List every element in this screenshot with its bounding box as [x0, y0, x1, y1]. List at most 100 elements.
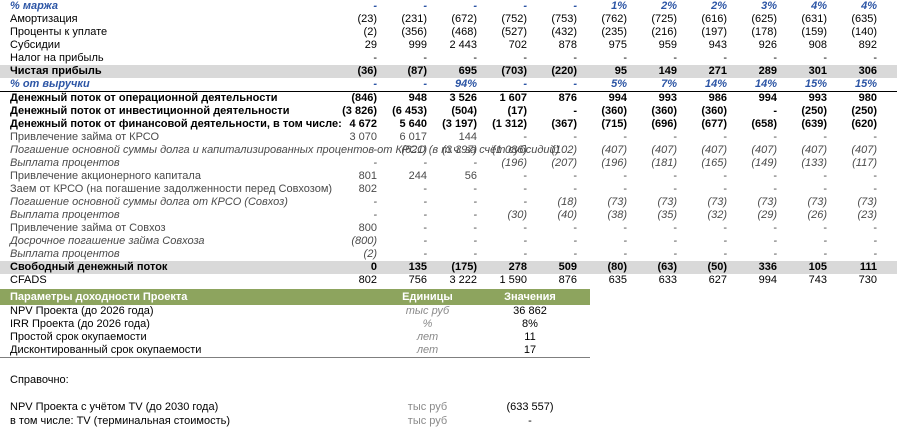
cell-value: 1 590: [499, 274, 527, 286]
table-row: Дисконтированный срок окупаемости лет 17: [0, 344, 590, 358]
cell-value: (715): [601, 118, 627, 130]
cell-value: 144: [458, 131, 477, 143]
cell-value: (407): [601, 144, 627, 156]
cell-value: -: [423, 183, 427, 195]
table-row: Проценты к уплате (2) (356) (468) (527) (432)…: [0, 26, 897, 39]
cell-value: (159): [801, 26, 827, 38]
table-row: Заем от КРСО (на погашение задолженности…: [0, 183, 897, 196]
row-label: NPV Проекта (до 2026 года): [10, 305, 154, 317]
row-label: Привлечение акционерного капитала: [10, 170, 201, 182]
cell-value: (73): [807, 196, 827, 208]
cell-value: (360): [651, 105, 677, 117]
cell-value: -: [773, 170, 777, 182]
cell-value: 306: [830, 65, 880, 78]
cell-value: (26): [807, 209, 827, 221]
row-spacer: [880, 105, 897, 118]
row-spacer: [880, 118, 897, 131]
cell-value: 959: [658, 39, 677, 51]
cell-value: 876: [558, 274, 577, 286]
cell-value: -: [523, 196, 527, 208]
table-row: Выплата процентов (2) - - - - - - - - - -: [0, 248, 897, 261]
table-row: Погашение основной суммы долга и капитал…: [0, 144, 897, 157]
cell-value: -: [773, 248, 777, 260]
cell-value: -: [723, 248, 727, 260]
cell-value: -: [623, 131, 627, 143]
cell-value: (631): [801, 13, 827, 25]
row-spacer: [880, 261, 897, 274]
row-label: Дисконтированный срок окупаемости: [0, 344, 385, 358]
cell-value: (220): [530, 65, 580, 78]
row-spacer: [880, 274, 897, 287]
cell-value: -: [723, 235, 727, 247]
row-label: Чистая прибыль: [0, 65, 330, 78]
cell-value: -: [573, 235, 577, 247]
cell-value: 994: [730, 91, 780, 105]
cell-value: 6 017: [399, 131, 427, 143]
cell-value: -: [673, 248, 677, 260]
cell-value: (197): [701, 26, 727, 38]
table-row: Налог на прибыль - - - - - - - - - - -: [0, 52, 897, 65]
cell-value: (231): [401, 13, 427, 25]
cell-value: (23): [857, 209, 877, 221]
cell-value: 802: [358, 274, 377, 286]
cell-value: (762): [601, 13, 627, 25]
cell-value: 509: [530, 261, 580, 274]
row-label: Выплата процентов: [10, 157, 120, 169]
cell-value: 878: [558, 39, 577, 51]
cell-value: -: [523, 170, 527, 182]
cell-value: (216): [651, 26, 677, 38]
cell-value: -: [473, 209, 477, 221]
cell-value: -: [823, 222, 827, 234]
cell-value: -: [573, 105, 577, 117]
cell-value: 627: [708, 274, 727, 286]
row-spacer: [880, 248, 897, 261]
row-spacer: [880, 78, 897, 92]
row-label: Налог на прибыль: [10, 52, 104, 64]
cell-value: -: [723, 183, 727, 195]
table-row: Привлечение акционерного капитала 801 244 5…: [0, 170, 897, 183]
row-label: Привлечение займа от КРСО: [10, 131, 160, 143]
cell-value: 244: [408, 170, 427, 182]
cell-value: (625): [751, 13, 777, 25]
cell-value: -: [523, 78, 527, 90]
cell-value: -: [473, 235, 477, 247]
cell-value: -: [573, 131, 577, 143]
cell-value: -: [873, 52, 877, 64]
cell-value: 743: [808, 274, 827, 286]
cell-value: 14%: [754, 78, 777, 90]
cell-value: (149): [751, 157, 777, 169]
table-row: Субсидии 29 999 2 443 702 878 975 959 943 926 908 8…: [0, 39, 897, 52]
row-label: Простой срок окупаемости: [10, 331, 147, 343]
row-unit: %: [422, 318, 433, 330]
cell-value: -: [773, 222, 777, 234]
cell-value: -: [373, 52, 377, 64]
cell-value: 271: [680, 65, 730, 78]
cell-value: (2): [363, 26, 377, 38]
cell-value: 756: [408, 274, 427, 286]
cell-value: -: [823, 183, 827, 195]
cell-value: (73): [757, 196, 777, 208]
cell-value: 2%: [661, 0, 677, 12]
row-unit: тыс руб: [407, 401, 448, 413]
table-row: Денежный поток от финансовой деятельност…: [0, 118, 897, 131]
cell-value: -: [473, 183, 477, 195]
table-row: Привлечение займа от Совхоз 800 - - - - - - - - - -: [0, 222, 897, 235]
reference-title: Справочно:: [10, 374, 69, 386]
cell-value: 14%: [704, 78, 727, 90]
cell-value: 289: [730, 65, 780, 78]
cell-value: 892: [858, 39, 877, 51]
table-row: Привлечение займа от КРСО 3 070 6 017 144 - -…: [0, 131, 897, 144]
table-row: Чистая прибыль (36) (87) 695 (703) (220) 95 149…: [0, 65, 897, 78]
cell-value: -: [523, 0, 527, 12]
cell-value: -: [473, 248, 477, 260]
cell-value: -: [623, 235, 627, 247]
cell-value: (102): [551, 144, 577, 156]
cell-value: -: [573, 52, 577, 64]
cell-value: (207): [551, 157, 577, 169]
cell-value: 980: [830, 91, 880, 105]
cell-value: (32): [707, 209, 727, 221]
cell-value: -: [423, 78, 427, 90]
cell-value: (752): [501, 13, 527, 25]
cell-value: (620): [851, 118, 877, 130]
cell-value: (178): [751, 26, 777, 38]
